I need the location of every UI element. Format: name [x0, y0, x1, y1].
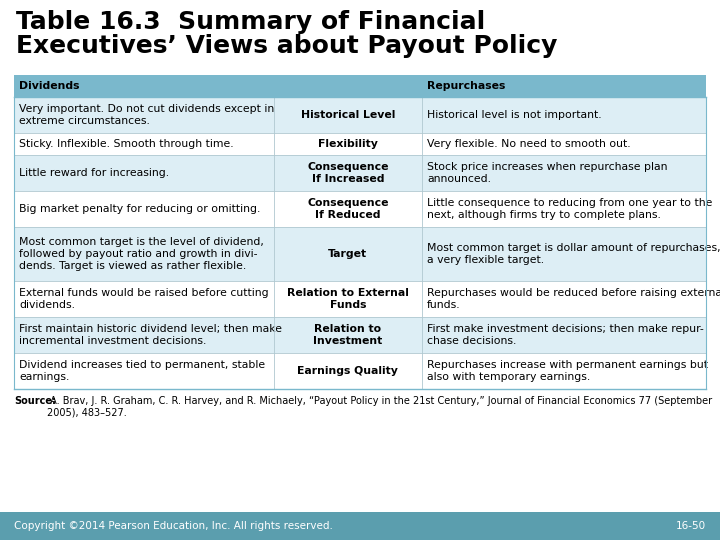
Text: Historical Level: Historical Level [301, 110, 395, 120]
Text: Repurchases would be reduced before raising external
funds.: Repurchases would be reduced before rais… [427, 288, 720, 310]
Text: Big market penalty for reducing or omitting.: Big market penalty for reducing or omitt… [19, 204, 261, 214]
Text: Dividend increases tied to permanent, stable
earnings.: Dividend increases tied to permanent, st… [19, 360, 265, 382]
Bar [14, 97, 706, 133]
Text: First make investment decisions; then make repur-
chase decisions.: First make investment decisions; then ma… [427, 324, 704, 346]
Text: Little consequence to reducing from one year to the
next, although firms try to : Little consequence to reducing from one … [427, 198, 713, 220]
Bar [14, 133, 706, 155]
Bar [14, 227, 706, 281]
Bar [14, 155, 706, 191]
Text: Relation to External
Funds: Relation to External Funds [287, 288, 409, 310]
Text: Very flexible. No need to smooth out.: Very flexible. No need to smooth out. [427, 139, 631, 149]
Bar [14, 191, 706, 227]
Bar [14, 75, 706, 97]
Text: Little reward for increasing.: Little reward for increasing. [19, 168, 169, 178]
Text: Dividends: Dividends [19, 81, 79, 91]
Text: Sticky. Inflexible. Smooth through time.: Sticky. Inflexible. Smooth through time. [19, 139, 233, 149]
Text: Historical level is not important.: Historical level is not important. [427, 110, 602, 120]
Text: Executives’ Views about Payout Policy: Executives’ Views about Payout Policy [16, 34, 557, 58]
Bar [0, 512, 720, 540]
Text: Earnings Quality: Earnings Quality [297, 366, 398, 376]
Bar [14, 317, 706, 353]
Text: 16-50: 16-50 [676, 521, 706, 531]
Text: Copyright ©2014 Pearson Education, Inc. All rights reserved.: Copyright ©2014 Pearson Education, Inc. … [14, 521, 333, 531]
Text: Consequence
If Reduced: Consequence If Reduced [307, 198, 389, 220]
Text: Relation to
Investment: Relation to Investment [313, 324, 382, 346]
Text: Source:: Source: [14, 396, 56, 406]
Text: A. Brav, J. R. Graham, C. R. Harvey, and R. Michaely, “Payout Policy in the 21st: A. Brav, J. R. Graham, C. R. Harvey, and… [47, 396, 712, 417]
Text: Very important. Do not cut dividends except in
extreme circumstances.: Very important. Do not cut dividends exc… [19, 104, 274, 126]
Text: Most common target is the level of dividend,
followed by payout ratio and growth: Most common target is the level of divid… [19, 237, 264, 272]
Text: Repurchases increase with permanent earnings but
also with temporary earnings.: Repurchases increase with permanent earn… [427, 360, 708, 382]
Text: Stock price increases when repurchase plan
announced.: Stock price increases when repurchase pl… [427, 162, 667, 184]
Text: External funds would be raised before cutting
dividends.: External funds would be raised before cu… [19, 288, 269, 310]
Text: Repurchases: Repurchases [427, 81, 505, 91]
Text: Flexibility: Flexibility [318, 139, 378, 149]
Text: First maintain historic dividend level; then make
incremental investment decisio: First maintain historic dividend level; … [19, 324, 282, 346]
Text: Consequence
If Increased: Consequence If Increased [307, 162, 389, 184]
Text: Target: Target [328, 249, 367, 259]
Text: Table 16.3  Summary of Financial: Table 16.3 Summary of Financial [16, 10, 485, 34]
Text: Most common target is dollar amount of repurchases,
a very flexible target.: Most common target is dollar amount of r… [427, 243, 720, 265]
Bar [14, 281, 706, 317]
Bar [14, 353, 706, 389]
